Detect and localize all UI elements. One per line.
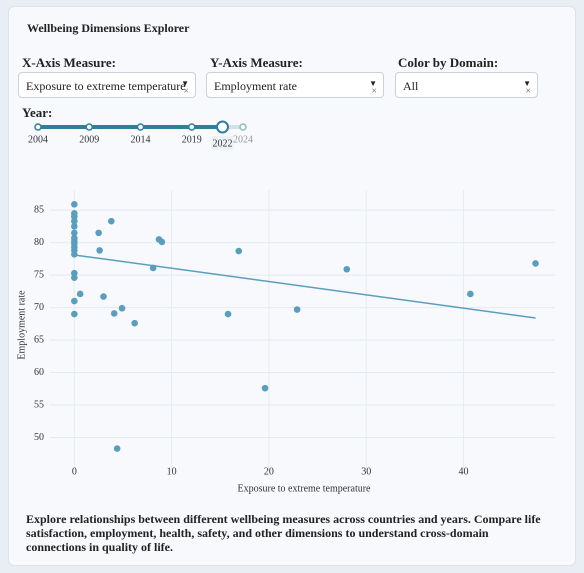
x-tick-label: 10	[167, 466, 177, 477]
point	[235, 247, 243, 255]
point	[110, 310, 118, 317]
point	[96, 247, 103, 254]
y-tick-label: 80	[34, 237, 44, 248]
slider-mark-label: 2009	[79, 134, 99, 145]
point	[71, 217, 78, 225]
slider-mark-label: 2024	[233, 134, 253, 145]
point	[71, 229, 78, 237]
y-tick-label: 60	[34, 367, 44, 378]
point	[293, 306, 301, 313]
point	[71, 269, 78, 277]
point	[76, 290, 84, 298]
x-tick-label: 0	[72, 466, 77, 477]
card	[8, 6, 576, 566]
point	[532, 260, 539, 267]
point	[71, 223, 78, 230]
point	[158, 238, 166, 246]
point	[71, 251, 78, 258]
point	[108, 217, 115, 225]
x-axis-label: Exposure to extreme temperature	[238, 483, 372, 494]
slider-mark	[136, 123, 145, 131]
chart: Employment rate Exposure to extreme temp…	[16, 190, 555, 494]
slider-mark-label: 2004	[28, 134, 48, 145]
x-measure-label: X-Axis Measure:	[22, 55, 116, 70]
point	[118, 304, 126, 312]
slider-mark-label: 2014	[131, 134, 151, 145]
y-tick-label: 50	[34, 432, 44, 443]
point	[100, 293, 107, 300]
y-tick-label: 55	[34, 399, 44, 410]
slider-mark	[34, 123, 42, 131]
domain-label: Color by Domain:	[398, 55, 499, 70]
point	[343, 265, 351, 273]
point	[467, 290, 474, 298]
slider-tooltip: 2022	[213, 138, 233, 149]
y-measure-dropdown[interactable]: Employment rate ▼ ×	[206, 72, 384, 98]
point	[71, 310, 78, 318]
domain-value: All	[403, 79, 419, 93]
point	[261, 384, 269, 392]
point	[71, 200, 78, 208]
y-tick-label: 70	[34, 302, 44, 313]
point	[113, 445, 121, 452]
point	[131, 319, 138, 327]
y-measure-value: Employment rate	[214, 79, 297, 93]
year-label: Year:	[22, 105, 53, 120]
domain-dropdown[interactable]: All ▼ ×	[395, 72, 538, 98]
y-tick-label: 75	[34, 269, 44, 280]
point	[71, 297, 78, 305]
point	[71, 213, 78, 220]
slider-tooltip-box	[211, 136, 234, 150]
title: Wellbeing Dimensions Explorer	[27, 21, 190, 35]
x-tick-label: 30	[361, 466, 371, 477]
y-axis-label: Employment rate	[16, 290, 27, 360]
y-measure-label: Y-Axis Measure:	[210, 55, 303, 70]
x-tick-label: 40	[459, 466, 469, 477]
slider-mark	[239, 123, 247, 131]
slider-mark-label: 2019	[182, 134, 202, 145]
y-tick-label: 85	[34, 204, 44, 215]
slider-mark	[85, 123, 93, 131]
point	[95, 229, 102, 237]
x-tick-label: 20	[264, 466, 274, 477]
slider-mark	[188, 123, 196, 131]
slider-handle	[216, 120, 229, 134]
x-measure-dropdown[interactable]: Exposure to extreme temperature ▼ ×	[18, 72, 196, 98]
description: Explore relationships between different …	[26, 512, 541, 554]
point	[71, 274, 78, 282]
trend-line	[74, 254, 536, 319]
x-measure-value: Exposure to extreme temperature	[26, 79, 186, 93]
point	[224, 310, 232, 318]
y-tick-label: 65	[34, 334, 44, 345]
